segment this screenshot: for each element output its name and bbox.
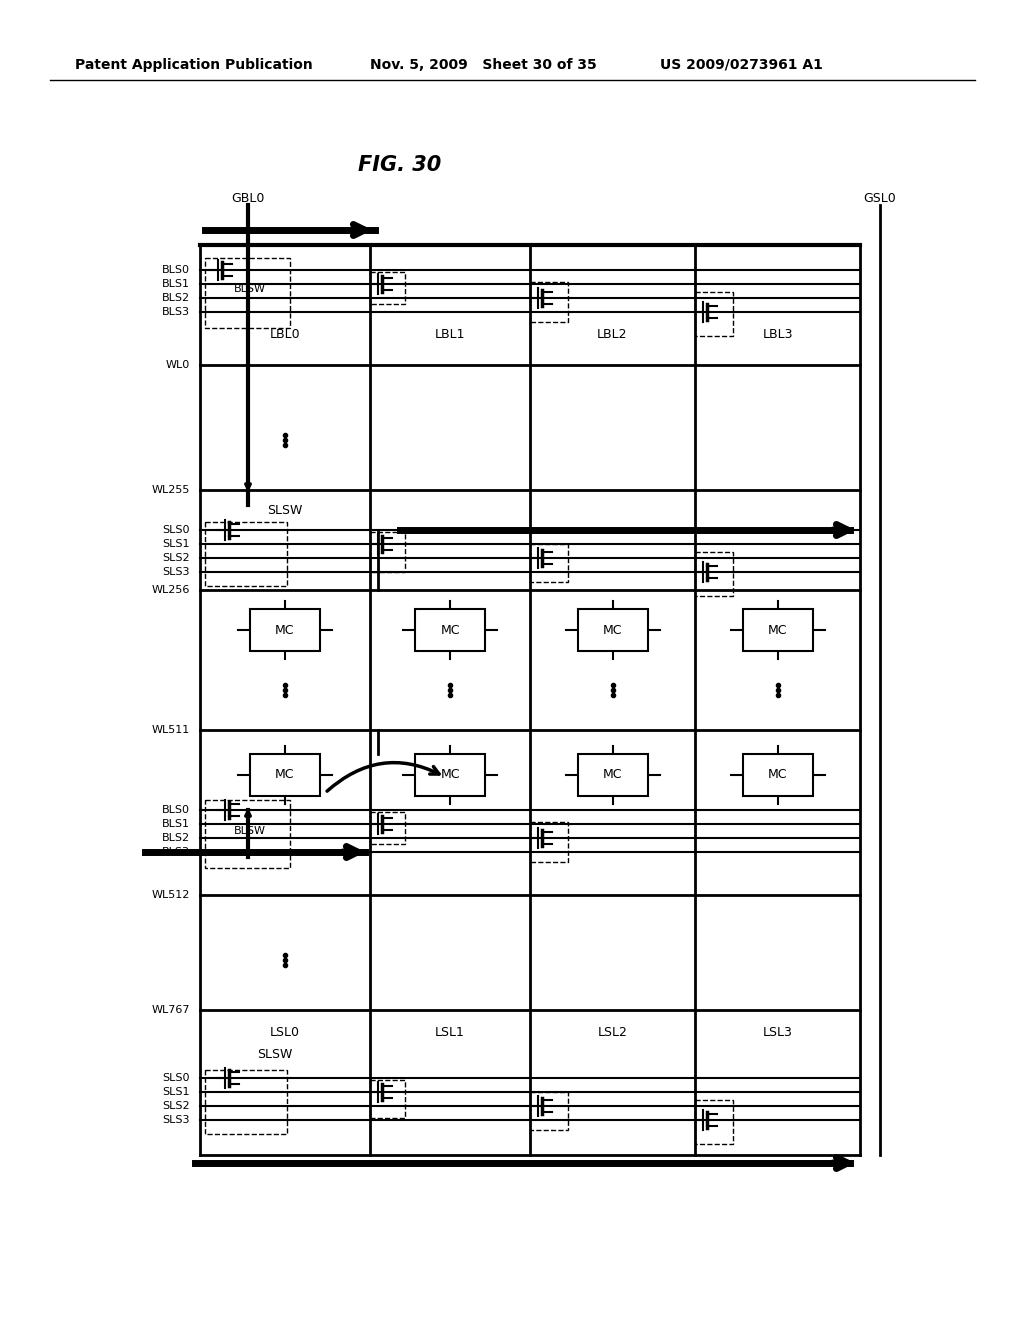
Text: LSL3: LSL3: [763, 1027, 793, 1040]
Text: MC: MC: [603, 768, 623, 781]
Text: MC: MC: [768, 768, 787, 781]
Text: SLS3: SLS3: [163, 1115, 190, 1125]
Text: MC: MC: [603, 623, 623, 636]
Text: BLS3: BLS3: [162, 308, 190, 317]
Bar: [415, 754, 485, 796]
Text: LSL0: LSL0: [270, 1027, 300, 1040]
Text: BLS1: BLS1: [162, 279, 190, 289]
Bar: [742, 754, 812, 796]
Text: WL255: WL255: [152, 484, 190, 495]
Bar: [205, 257, 290, 327]
Text: SLS0: SLS0: [163, 525, 190, 535]
Bar: [370, 812, 406, 843]
Text: LSL2: LSL2: [598, 1027, 628, 1040]
Text: BLS3: BLS3: [162, 847, 190, 857]
Text: LBL1: LBL1: [435, 329, 465, 342]
Text: SLS2: SLS2: [163, 553, 190, 564]
Text: BLS2: BLS2: [162, 293, 190, 304]
Text: SLSW: SLSW: [257, 1048, 293, 1061]
Text: BLS0: BLS0: [162, 805, 190, 814]
Text: BLSW: BLSW: [234, 826, 266, 836]
Bar: [578, 754, 647, 796]
Bar: [578, 609, 647, 651]
Bar: [250, 754, 319, 796]
Bar: [530, 544, 568, 582]
Bar: [205, 1071, 287, 1134]
Text: SLS1: SLS1: [163, 539, 190, 549]
Bar: [695, 1100, 733, 1144]
Text: BLS1: BLS1: [162, 818, 190, 829]
Bar: [742, 609, 812, 651]
Bar: [415, 609, 485, 651]
Text: WL767: WL767: [152, 1005, 190, 1015]
Text: Patent Application Publication: Patent Application Publication: [75, 58, 312, 73]
Text: BLSW: BLSW: [234, 284, 266, 294]
Bar: [530, 282, 568, 322]
Text: BLS2: BLS2: [162, 833, 190, 843]
Text: MC: MC: [440, 768, 460, 781]
Text: MC: MC: [275, 623, 295, 636]
Text: GBL0: GBL0: [231, 191, 264, 205]
Text: MC: MC: [275, 768, 295, 781]
Bar: [530, 822, 568, 862]
Text: WL0: WL0: [166, 360, 190, 370]
Text: LBL0: LBL0: [269, 329, 300, 342]
Text: SLS1: SLS1: [163, 1086, 190, 1097]
Bar: [205, 521, 287, 586]
Bar: [250, 609, 319, 651]
Text: SLS2: SLS2: [163, 1101, 190, 1111]
Bar: [695, 552, 733, 597]
Text: MC: MC: [768, 623, 787, 636]
Bar: [370, 532, 406, 572]
Bar: [530, 1092, 568, 1130]
Bar: [695, 292, 733, 337]
Text: LBL3: LBL3: [762, 329, 793, 342]
Text: WL512: WL512: [152, 890, 190, 900]
Text: FIG. 30: FIG. 30: [358, 154, 441, 176]
Text: LSL1: LSL1: [435, 1027, 465, 1040]
Text: SLSW: SLSW: [267, 503, 303, 516]
Text: US 2009/0273961 A1: US 2009/0273961 A1: [660, 58, 823, 73]
Bar: [370, 272, 406, 304]
Bar: [205, 800, 290, 869]
Text: LBL2: LBL2: [597, 329, 628, 342]
Text: WL511: WL511: [152, 725, 190, 735]
Text: BLS0: BLS0: [162, 265, 190, 275]
Text: Nov. 5, 2009   Sheet 30 of 35: Nov. 5, 2009 Sheet 30 of 35: [370, 58, 597, 73]
Text: MC: MC: [440, 623, 460, 636]
Bar: [370, 1080, 406, 1118]
Text: WL256: WL256: [152, 585, 190, 595]
Text: GSL0: GSL0: [863, 191, 896, 205]
Text: SLS3: SLS3: [163, 568, 190, 577]
Text: SLS0: SLS0: [163, 1073, 190, 1082]
